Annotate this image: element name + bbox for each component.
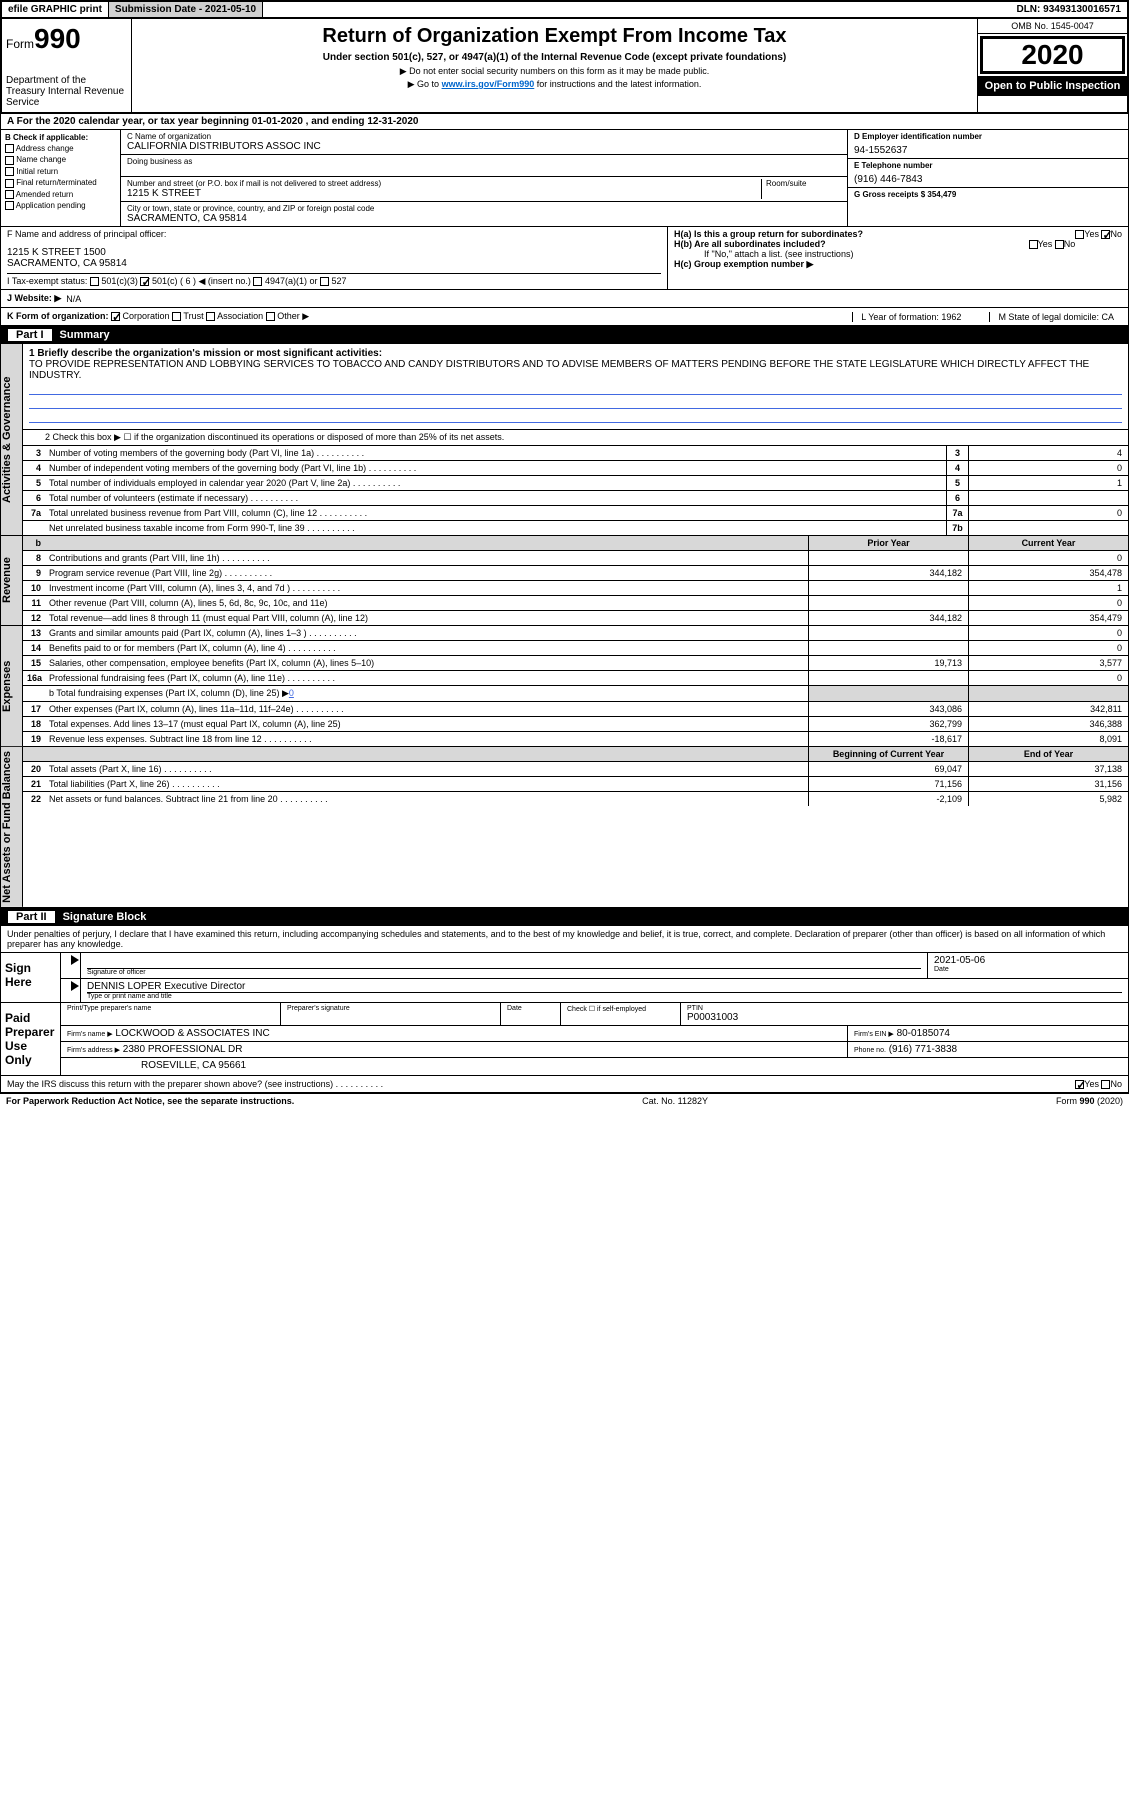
korg-row: K Form of organization: Corporation Trus… bbox=[0, 308, 1129, 326]
activities-section: Activities & Governance 1 Briefly descri… bbox=[0, 344, 1129, 536]
chk-discuss-yes[interactable] bbox=[1075, 1080, 1084, 1089]
expenses-section: Expenses 13Grants and similar amounts pa… bbox=[0, 626, 1129, 747]
firm-ein: 80-0185074 bbox=[897, 1028, 950, 1039]
val-5: 1 bbox=[968, 476, 1128, 490]
omb-number: OMB No. 1545-0047 bbox=[978, 19, 1127, 34]
org-name: CALIFORNIA DISTRIBUTORS ASSOC INC bbox=[127, 141, 841, 152]
tax-year: 2020 bbox=[980, 36, 1125, 74]
discuss-row: May the IRS discuss this return with the… bbox=[0, 1076, 1129, 1093]
irs-link[interactable]: www.irs.gov/Form990 bbox=[442, 79, 535, 89]
info-grid: B Check if applicable: Address change Na… bbox=[0, 130, 1129, 227]
chk-pending[interactable] bbox=[5, 201, 14, 210]
paid-preparer-block: Paid Preparer Use Only Print/Type prepar… bbox=[0, 1003, 1129, 1076]
val-7a: 0 bbox=[968, 506, 1128, 520]
gross-receipts: G Gross receipts $ 354,479 bbox=[854, 190, 1122, 199]
period-row: A For the 2020 calendar year, or tax yea… bbox=[0, 114, 1129, 130]
submission-date: Submission Date - 2021-05-10 bbox=[109, 2, 263, 17]
form-title: Return of Organization Exempt From Incom… bbox=[140, 23, 969, 50]
state-domicile: M State of legal domicile: CA bbox=[989, 312, 1122, 322]
chk-hb-yes[interactable] bbox=[1029, 240, 1038, 249]
chk-trust[interactable] bbox=[172, 312, 181, 321]
sign-here-label: Sign Here bbox=[1, 953, 61, 1002]
org-address: 1215 K STREET bbox=[127, 188, 761, 199]
val-6 bbox=[968, 491, 1128, 505]
val-7b bbox=[968, 521, 1128, 535]
fg-row: F Name and address of principal officer:… bbox=[0, 227, 1129, 290]
tab-revenue: Revenue bbox=[1, 536, 23, 625]
val-4: 0 bbox=[968, 461, 1128, 475]
chk-4947[interactable] bbox=[253, 277, 262, 286]
col-c: C Name of organizationCALIFORNIA DISTRIB… bbox=[121, 130, 848, 226]
top-bar: efile GRAPHIC print Submission Date - 20… bbox=[0, 0, 1129, 19]
chk-corp[interactable] bbox=[111, 312, 120, 321]
chk-name[interactable] bbox=[5, 156, 14, 165]
part2-header: Part II Signature Block bbox=[0, 908, 1129, 926]
officer-addr: 1215 K STREET 1500 SACRAMENTO, CA 95814 bbox=[7, 239, 661, 269]
website-row: J Website: ▶ N/A bbox=[0, 290, 1129, 308]
revenue-section: Revenue bPrior YearCurrent Year 8Contrib… bbox=[0, 536, 1129, 626]
chk-ha-yes[interactable] bbox=[1075, 230, 1084, 239]
chk-ha-no[interactable] bbox=[1101, 230, 1110, 239]
firm-address: 2380 PROFESSIONAL DR bbox=[123, 1044, 243, 1055]
tab-activities: Activities & Governance bbox=[1, 344, 23, 535]
declaration: Under penalties of perjury, I declare th… bbox=[0, 926, 1129, 953]
chk-assoc[interactable] bbox=[206, 312, 215, 321]
inspection-badge: Open to Public Inspection bbox=[978, 76, 1127, 96]
form-header: Form990 Department of the Treasury Inter… bbox=[0, 19, 1129, 114]
chk-address[interactable] bbox=[5, 144, 14, 153]
ptin: P00031003 bbox=[687, 1012, 1122, 1023]
firm-name: LOCKWOOD & ASSOCIATES INC bbox=[115, 1028, 269, 1039]
form-label: Form bbox=[6, 37, 34, 51]
year-formation: L Year of formation: 1962 bbox=[852, 312, 969, 322]
mission-text: TO PROVIDE REPRESENTATION AND LOBBYING S… bbox=[29, 359, 1122, 381]
chk-final[interactable] bbox=[5, 179, 14, 188]
dln: DLN: 93493130016571 bbox=[1010, 2, 1127, 17]
sign-here-block: Sign Here Signature of officer 2021-05-0… bbox=[0, 953, 1129, 1003]
form-subtitle: Under section 501(c), 527, or 4947(a)(1)… bbox=[140, 50, 969, 65]
footer: For Paperwork Reduction Act Notice, see … bbox=[0, 1093, 1129, 1108]
chk-501c[interactable] bbox=[140, 277, 149, 286]
website: N/A bbox=[66, 294, 81, 304]
col-b: B Check if applicable: Address change Na… bbox=[1, 130, 121, 226]
chk-other[interactable] bbox=[266, 312, 275, 321]
chk-amended[interactable] bbox=[5, 190, 14, 199]
telephone: (916) 446-7843 bbox=[854, 170, 1122, 185]
firm-phone: (916) 771-3838 bbox=[889, 1044, 957, 1055]
tab-expenses: Expenses bbox=[1, 626, 23, 746]
chk-initial[interactable] bbox=[5, 167, 14, 176]
form-number: 990 bbox=[34, 23, 81, 54]
part1-header: Part I Summary bbox=[0, 326, 1129, 344]
ein: 94-1552637 bbox=[854, 141, 1122, 156]
note-link: ▶ Go to www.irs.gov/Form990 for instruct… bbox=[140, 78, 969, 91]
officer-name: DENNIS LOPER Executive Director bbox=[87, 981, 1122, 993]
chk-501c3[interactable] bbox=[90, 277, 99, 286]
chk-hb-no[interactable] bbox=[1055, 240, 1064, 249]
val-3: 4 bbox=[968, 446, 1128, 460]
department: Department of the Treasury Internal Reve… bbox=[6, 75, 127, 108]
arrow-icon bbox=[71, 981, 79, 991]
arrow-icon bbox=[71, 955, 79, 965]
chk-527[interactable] bbox=[320, 277, 329, 286]
org-city: SACRAMENTO, CA 95814 bbox=[127, 213, 841, 224]
efile-button[interactable]: efile GRAPHIC print bbox=[2, 2, 109, 17]
netassets-section: Net Assets or Fund Balances Beginning of… bbox=[0, 747, 1129, 908]
tab-netassets: Net Assets or Fund Balances bbox=[1, 747, 23, 907]
paid-preparer-label: Paid Preparer Use Only bbox=[1, 1003, 61, 1075]
note-ssn: ▶ Do not enter social security numbers o… bbox=[140, 65, 969, 78]
col-d: D Employer identification number94-15526… bbox=[848, 130, 1128, 226]
